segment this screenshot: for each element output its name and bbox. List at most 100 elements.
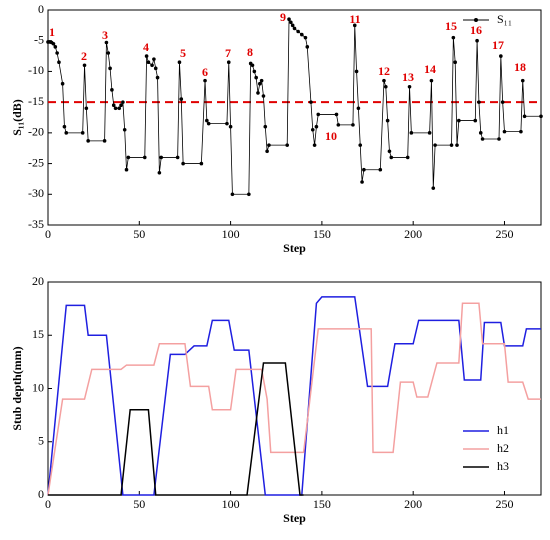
legend-label: S₁₁ (497, 12, 512, 26)
annotation: 8 (247, 45, 253, 59)
data-point (110, 88, 114, 92)
data-point (405, 155, 410, 160)
data-point (433, 143, 437, 147)
data-point (290, 23, 295, 28)
data-point (126, 155, 131, 160)
y-tick-label: -10 (28, 63, 44, 77)
y-tick-label: -25 (28, 155, 44, 169)
annotation: 17 (492, 38, 504, 52)
y-tick-label: 15 (32, 327, 44, 341)
data-point (203, 78, 207, 83)
y-tick-label: -20 (28, 125, 44, 139)
data-point (477, 100, 481, 104)
y-tick-label: 5 (38, 434, 44, 448)
x-tick-label: 200 (404, 227, 422, 241)
data-point (146, 60, 151, 65)
data-line (48, 17, 541, 195)
data-point (310, 127, 315, 132)
data-point (181, 161, 185, 166)
data-point (122, 127, 127, 132)
plot-frame (47, 281, 542, 496)
data-point (522, 114, 527, 119)
data-point (263, 124, 268, 129)
data-point (205, 118, 209, 123)
data-point (267, 143, 271, 147)
data-point (111, 103, 116, 108)
data-point (225, 121, 229, 126)
annotation: 14 (424, 62, 436, 76)
data-point (102, 139, 107, 143)
data-point (314, 124, 319, 129)
annotation: 16 (470, 23, 482, 37)
x-tick-label: 150 (313, 227, 331, 241)
legend-label: h2 (497, 441, 509, 455)
data-point (309, 100, 313, 104)
data-point (80, 131, 85, 135)
data-point (451, 35, 456, 40)
data-point (265, 149, 269, 154)
data-point (159, 155, 164, 160)
data-line (48, 362, 304, 496)
y-tick-label: 0 (38, 487, 44, 501)
data-point (144, 54, 149, 58)
data-point (55, 51, 59, 55)
data-point (360, 180, 364, 184)
data-point (292, 26, 297, 31)
data-point (259, 78, 264, 83)
data-point (57, 60, 61, 65)
x-tick-label: 0 (45, 497, 51, 511)
x-tick-label: 100 (222, 497, 240, 511)
x-axis-label: Step (283, 511, 306, 525)
data-point (254, 75, 258, 80)
data-point (354, 69, 359, 74)
data-point (500, 100, 505, 104)
data-point (287, 17, 291, 22)
data-point (150, 63, 154, 68)
data-point (113, 106, 118, 111)
data-line (47, 296, 541, 496)
annotation: 13 (402, 70, 414, 84)
data-point (362, 167, 366, 172)
data-point (82, 63, 87, 68)
data-point (378, 167, 383, 172)
data-point (289, 20, 293, 25)
y-axis-label: S₁₁(dB) (10, 99, 24, 136)
y-tick-label: -5 (34, 32, 44, 46)
data-point (86, 139, 90, 143)
annotation: 5 (180, 46, 186, 60)
data-point (502, 129, 507, 134)
data-point (296, 29, 300, 34)
data-point (175, 155, 180, 160)
annotation: 7 (225, 46, 231, 60)
x-tick-label: 250 (495, 227, 513, 241)
data-point (429, 78, 434, 83)
data-point (356, 106, 361, 111)
data-point (389, 155, 394, 160)
data-point (206, 121, 211, 126)
data-point (258, 81, 262, 86)
data-point (383, 84, 388, 89)
data-point (153, 66, 158, 71)
data-point (473, 118, 478, 123)
data-point (519, 129, 523, 134)
annotation: 4 (143, 40, 149, 54)
data-point (499, 54, 503, 58)
data-point (177, 60, 182, 65)
data-point (104, 40, 109, 45)
plot-frame (47, 9, 542, 226)
data-point (409, 131, 414, 135)
annotation: 18 (514, 60, 526, 74)
x-tick-label: 100 (222, 227, 240, 241)
x-tick-label: 150 (313, 497, 331, 511)
y-tick-label: 20 (32, 274, 44, 288)
data-point (60, 81, 65, 86)
y-tick-label: -35 (28, 217, 44, 231)
data-point (84, 106, 89, 111)
legend-label: h3 (497, 459, 509, 473)
annotation: 12 (378, 64, 390, 78)
data-point (53, 45, 58, 49)
data-point (387, 149, 392, 154)
x-tick-label: 50 (133, 497, 145, 511)
data-point (179, 97, 184, 101)
